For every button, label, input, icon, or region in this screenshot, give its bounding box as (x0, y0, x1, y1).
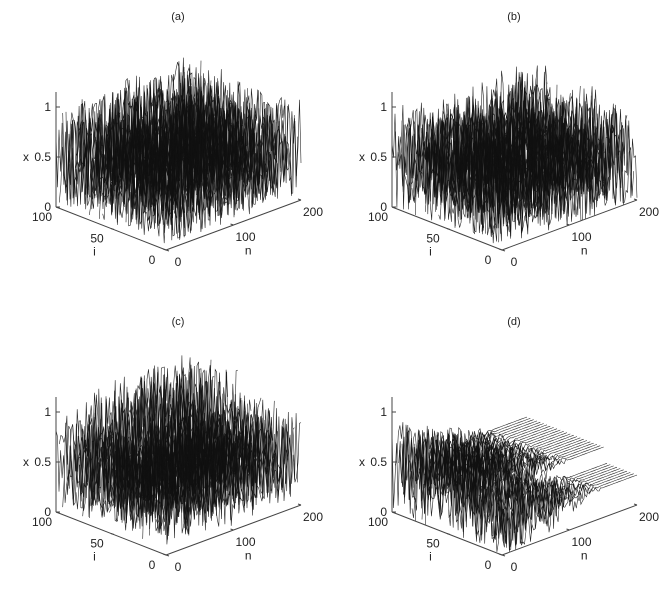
n-tick-label: 100 (571, 535, 591, 549)
x-tick-label: 1 (44, 100, 51, 114)
i-tick-mark (501, 249, 506, 252)
trace-line (401, 420, 538, 495)
n-tick-label: 0 (175, 255, 182, 269)
n-tick-mark (230, 223, 234, 226)
n-tick-label: 0 (175, 560, 182, 574)
n-tick-label: 200 (639, 205, 659, 219)
trace-line (428, 431, 564, 510)
trace-line (468, 446, 604, 527)
n-tick-mark (297, 198, 302, 201)
i-axis-label: i (429, 550, 432, 564)
trace-line (162, 104, 298, 244)
n-tick-label: 0 (511, 255, 518, 269)
trace-line (501, 117, 638, 235)
x-tick-label: 0 (380, 200, 387, 214)
i-tick-label: 0 (149, 558, 156, 572)
trace-line (155, 99, 292, 237)
x-axis-label: x (23, 455, 29, 469)
n-tick-label: 0 (511, 560, 518, 574)
i-tick-mark (165, 249, 170, 252)
n-tick-mark (566, 223, 570, 226)
panel-title: (b) (507, 11, 520, 23)
n-tick-mark (162, 248, 167, 251)
i-tick-label: 100 (368, 515, 388, 529)
i-tick-label: 100 (368, 210, 388, 224)
trace-line (125, 95, 262, 223)
n-axis-label: n (581, 549, 588, 563)
i-tick-label: 100 (32, 210, 52, 224)
i-tick-label: 0 (149, 253, 156, 267)
i-axis-label: i (93, 550, 96, 564)
i-tick-label: 50 (90, 537, 104, 551)
i-axis-label: i (93, 245, 96, 259)
trace-line (159, 104, 295, 237)
trace-line (498, 473, 634, 551)
i-tick-mark (165, 554, 170, 557)
n-axis-label: n (245, 549, 252, 563)
n-axis-label: n (245, 244, 252, 258)
x-axis-label: x (359, 455, 365, 469)
x-axis-label: x (359, 150, 365, 164)
i-tick-label: 0 (485, 558, 492, 572)
n-tick-mark (162, 553, 167, 556)
i-tick-mark (446, 533, 451, 535)
trace-line (455, 441, 591, 529)
x-tick-label: 0 (380, 505, 387, 519)
n-tick-mark (297, 503, 302, 506)
trace-group (55, 57, 302, 244)
trace-line (125, 397, 262, 529)
x-tick-label: 0.5 (370, 455, 387, 469)
i-tick-label: 0 (485, 253, 492, 267)
x-tick-label: 0 (44, 200, 51, 214)
panel-title: (d) (507, 316, 520, 328)
x-tick-label: 0.5 (370, 150, 387, 164)
i-tick-mark (446, 228, 451, 230)
trace-group (391, 416, 638, 553)
i-tick-mark (501, 554, 506, 557)
n-tick-label: 100 (235, 230, 255, 244)
n-tick-label: 100 (571, 230, 591, 244)
trace-line (495, 472, 631, 552)
i-tick-label: 50 (426, 537, 440, 551)
trace-group (391, 65, 638, 244)
x-tick-label: 0.5 (34, 455, 51, 469)
n-tick-label: 100 (235, 535, 255, 549)
x-tick-label: 1 (380, 100, 387, 114)
trace-line (159, 411, 295, 545)
x-tick-label: 1 (44, 405, 51, 419)
n-tick-mark (498, 248, 503, 251)
n-tick-label: 200 (303, 510, 323, 524)
figure: (a) 0 100 200 0 50 100 0 0.5 1 n i x (b) 0 100 200 0 50 100… (23, 11, 659, 574)
n-axis-label: n (581, 244, 588, 258)
x-tick-label: 1 (380, 405, 387, 419)
trace-group (55, 355, 302, 545)
trace-line (165, 99, 302, 240)
trace-line (501, 474, 638, 553)
panel-title: (a) (171, 11, 184, 23)
x-axis-label: x (23, 150, 29, 164)
x-tick-label: 0.5 (34, 150, 51, 164)
i-axis-label: i (429, 245, 432, 259)
n-tick-mark (633, 198, 638, 201)
trace-line (165, 417, 302, 540)
i-tick-mark (110, 228, 115, 230)
i-tick-label: 50 (90, 232, 104, 246)
n-tick-mark (230, 528, 234, 531)
n-tick-label: 200 (303, 205, 323, 219)
n-tick-mark (566, 528, 570, 531)
x-tick-label: 0 (44, 505, 51, 519)
panel-title: (c) (172, 316, 185, 328)
n-tick-mark (633, 503, 638, 506)
i-tick-mark (110, 533, 115, 535)
i-tick-label: 50 (426, 232, 440, 246)
n-tick-label: 200 (639, 510, 659, 524)
n-tick-mark (498, 553, 503, 556)
trace-line (488, 108, 624, 244)
trace-line (465, 445, 601, 535)
i-tick-label: 100 (32, 515, 52, 529)
